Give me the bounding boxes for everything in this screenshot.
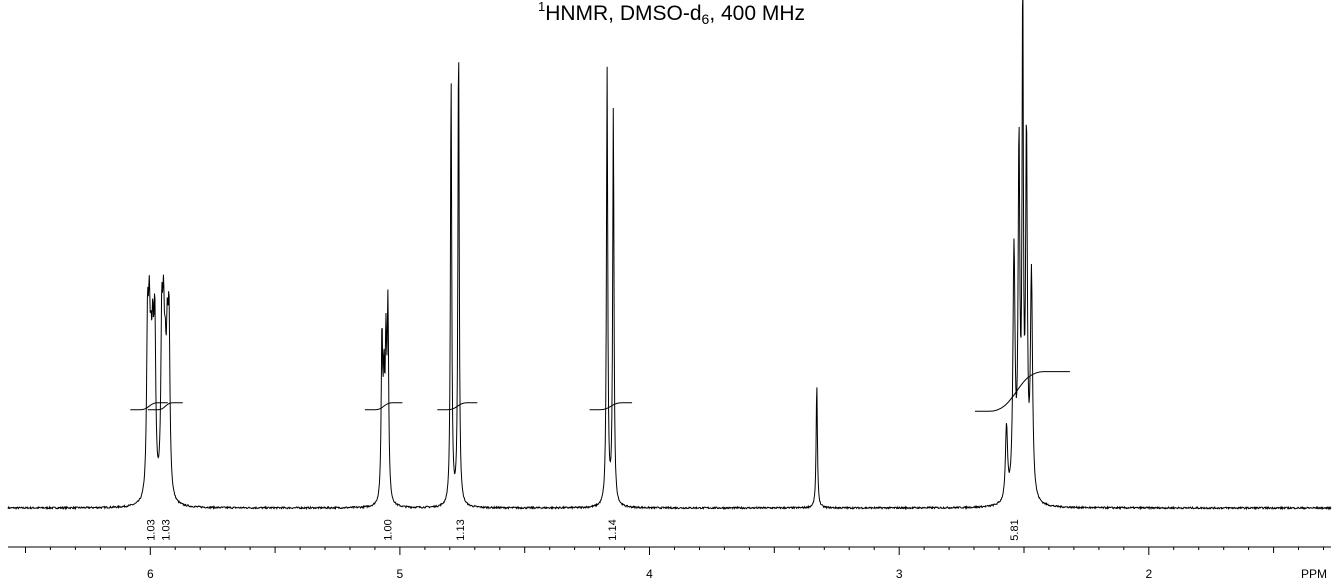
integral-curve bbox=[364, 402, 403, 411]
integral-value-label: 1.13 bbox=[455, 519, 467, 540]
integral-curve bbox=[437, 402, 478, 411]
integral-curve bbox=[589, 402, 633, 411]
integral-value-label: 5.81 bbox=[1009, 519, 1021, 540]
integral-value-label: 1.00 bbox=[382, 519, 394, 540]
x-axis-unit-label: PPM bbox=[1301, 567, 1327, 581]
integral-curve bbox=[130, 402, 168, 411]
x-tick-label: 2 bbox=[1145, 567, 1152, 581]
x-tick-label: 6 bbox=[147, 567, 154, 581]
x-tick-label: 3 bbox=[896, 567, 903, 581]
spectrum-layer bbox=[7, 0, 1332, 511]
chart-title: 1HNMR, DMSO-d6, 400 MHz bbox=[0, 0, 1343, 27]
integral-layer: 1.03 1.03 1.00 1.13 1.14 5.81 bbox=[130, 371, 1070, 541]
integral-curve bbox=[147, 402, 183, 411]
title-rest: , 400 MHz bbox=[709, 2, 806, 25]
x-axis: 6 5 4 3 2 PPM bbox=[8, 546, 1331, 581]
integral-curve bbox=[975, 371, 1070, 412]
title-superscript: 1 bbox=[537, 0, 546, 14]
x-tick-label: 4 bbox=[646, 567, 653, 581]
integral-value-label: 1.03 bbox=[145, 519, 157, 540]
integral-value-label: 1.03 bbox=[160, 519, 172, 540]
title-subscript: 6 bbox=[701, 11, 710, 27]
title-main: HNMR, DMSO-d bbox=[545, 2, 702, 25]
integral-value-label: 1.14 bbox=[607, 519, 619, 540]
spectrum-trace bbox=[7, 0, 1332, 511]
x-tick-label: 5 bbox=[397, 567, 404, 581]
